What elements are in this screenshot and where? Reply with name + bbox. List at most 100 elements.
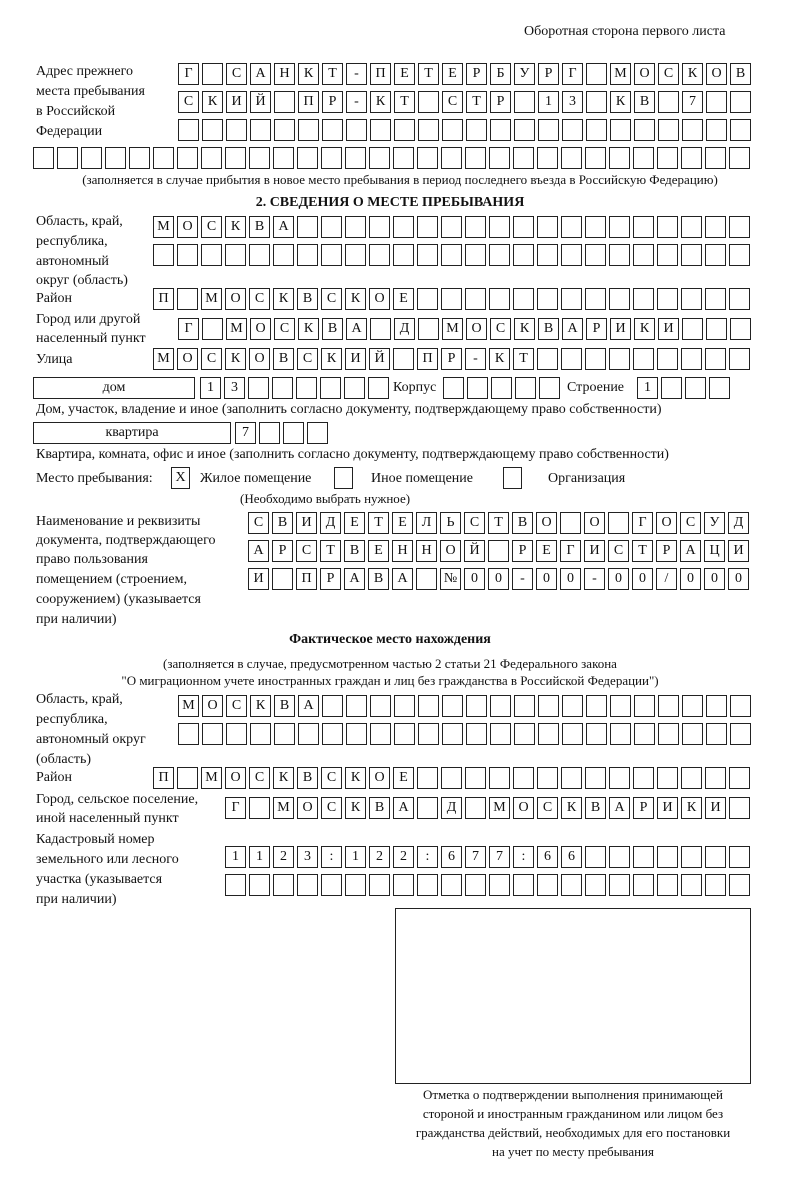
char-cell[interactable] bbox=[657, 874, 678, 896]
char-cell[interactable] bbox=[514, 91, 535, 113]
char-cell[interactable] bbox=[661, 377, 682, 399]
char-cell[interactable] bbox=[441, 288, 462, 310]
char-cell[interactable]: О bbox=[634, 63, 655, 85]
char-cell[interactable] bbox=[490, 119, 511, 141]
char-cell[interactable] bbox=[681, 216, 702, 238]
char-cell[interactable]: - bbox=[584, 568, 605, 590]
char-cell[interactable] bbox=[489, 288, 510, 310]
char-cell[interactable]: П bbox=[153, 767, 174, 789]
char-cell[interactable] bbox=[393, 874, 414, 896]
char-cell[interactable] bbox=[393, 147, 414, 169]
char-cell[interactable] bbox=[585, 216, 606, 238]
char-cell[interactable] bbox=[418, 723, 439, 745]
char-cell[interactable]: С bbox=[537, 797, 558, 819]
char-cell[interactable] bbox=[370, 723, 391, 745]
char-cell[interactable]: С bbox=[296, 540, 317, 562]
char-cell[interactable] bbox=[586, 63, 607, 85]
char-cell[interactable]: В bbox=[273, 348, 294, 370]
char-cell[interactable]: О bbox=[297, 797, 318, 819]
char-cell[interactable]: Д bbox=[728, 512, 749, 534]
char-cell[interactable] bbox=[561, 767, 582, 789]
char-cell[interactable]: И bbox=[226, 91, 247, 113]
char-cell[interactable]: М bbox=[201, 767, 222, 789]
char-cell[interactable]: С bbox=[226, 63, 247, 85]
char-cell[interactable]: В bbox=[368, 568, 389, 590]
char-cell[interactable] bbox=[658, 723, 679, 745]
char-cell[interactable] bbox=[538, 695, 559, 717]
char-cell[interactable]: К bbox=[298, 318, 319, 340]
char-cell[interactable] bbox=[537, 767, 558, 789]
char-cell[interactable] bbox=[249, 244, 270, 266]
char-cell[interactable]: : bbox=[513, 846, 534, 868]
char-cell[interactable] bbox=[201, 147, 222, 169]
char-cell[interactable]: С bbox=[201, 348, 222, 370]
char-cell[interactable]: В bbox=[249, 216, 270, 238]
char-cell[interactable]: Н bbox=[416, 540, 437, 562]
char-cell[interactable] bbox=[416, 568, 437, 590]
char-cell[interactable]: Д bbox=[441, 797, 462, 819]
char-cell[interactable]: О bbox=[369, 767, 390, 789]
char-cell[interactable]: М bbox=[442, 318, 463, 340]
char-cell[interactable]: В bbox=[297, 288, 318, 310]
char-cell[interactable]: С bbox=[321, 797, 342, 819]
char-cell[interactable] bbox=[585, 767, 606, 789]
char-cell[interactable] bbox=[537, 288, 558, 310]
char-cell[interactable] bbox=[370, 695, 391, 717]
char-cell[interactable]: Е bbox=[393, 767, 414, 789]
char-cell[interactable] bbox=[394, 695, 415, 717]
char-cell[interactable]: В bbox=[538, 318, 559, 340]
char-cell[interactable]: И bbox=[728, 540, 749, 562]
char-cell[interactable] bbox=[730, 695, 751, 717]
char-cell[interactable] bbox=[320, 377, 341, 399]
char-cell[interactable]: Р bbox=[656, 540, 677, 562]
char-cell[interactable] bbox=[561, 216, 582, 238]
char-cell[interactable]: О bbox=[249, 348, 270, 370]
char-cell[interactable]: : bbox=[321, 846, 342, 868]
char-cell[interactable] bbox=[610, 723, 631, 745]
char-cell[interactable] bbox=[586, 695, 607, 717]
char-cell[interactable] bbox=[81, 147, 102, 169]
char-cell[interactable] bbox=[537, 348, 558, 370]
char-cell[interactable]: 1 bbox=[637, 377, 658, 399]
char-cell[interactable] bbox=[562, 723, 583, 745]
char-cell[interactable] bbox=[369, 244, 390, 266]
char-cell[interactable]: И bbox=[658, 318, 679, 340]
char-cell[interactable] bbox=[274, 119, 295, 141]
char-cell[interactable] bbox=[586, 119, 607, 141]
char-cell[interactable] bbox=[465, 147, 486, 169]
char-cell[interactable] bbox=[225, 874, 246, 896]
char-cell[interactable]: О bbox=[513, 797, 534, 819]
char-cell[interactable]: О bbox=[369, 288, 390, 310]
char-cell[interactable] bbox=[393, 244, 414, 266]
char-cell[interactable] bbox=[608, 512, 629, 534]
char-cell[interactable] bbox=[562, 119, 583, 141]
char-cell[interactable] bbox=[225, 147, 246, 169]
char-cell[interactable]: В bbox=[512, 512, 533, 534]
char-cell[interactable] bbox=[202, 63, 223, 85]
stay-checkbox-residential[interactable]: X bbox=[171, 467, 190, 489]
char-cell[interactable] bbox=[466, 695, 487, 717]
char-cell[interactable] bbox=[729, 797, 750, 819]
char-cell[interactable] bbox=[633, 244, 654, 266]
char-cell[interactable] bbox=[634, 119, 655, 141]
char-cell[interactable] bbox=[658, 695, 679, 717]
char-cell[interactable] bbox=[418, 119, 439, 141]
char-cell[interactable]: В bbox=[272, 512, 293, 534]
char-cell[interactable] bbox=[202, 119, 223, 141]
char-cell[interactable] bbox=[609, 767, 630, 789]
char-cell[interactable]: Р bbox=[586, 318, 607, 340]
char-cell[interactable]: С bbox=[608, 540, 629, 562]
char-cell[interactable]: Р bbox=[512, 540, 533, 562]
char-cell[interactable] bbox=[322, 723, 343, 745]
char-cell[interactable]: Ь bbox=[440, 512, 461, 534]
char-cell[interactable]: 2 bbox=[369, 846, 390, 868]
char-cell[interactable] bbox=[705, 216, 726, 238]
char-cell[interactable] bbox=[609, 244, 630, 266]
char-cell[interactable] bbox=[57, 147, 78, 169]
char-cell[interactable]: С bbox=[680, 512, 701, 534]
char-cell[interactable] bbox=[585, 348, 606, 370]
char-cell[interactable] bbox=[729, 216, 750, 238]
char-cell[interactable] bbox=[706, 91, 727, 113]
char-cell[interactable] bbox=[706, 318, 727, 340]
char-cell[interactable] bbox=[513, 874, 534, 896]
